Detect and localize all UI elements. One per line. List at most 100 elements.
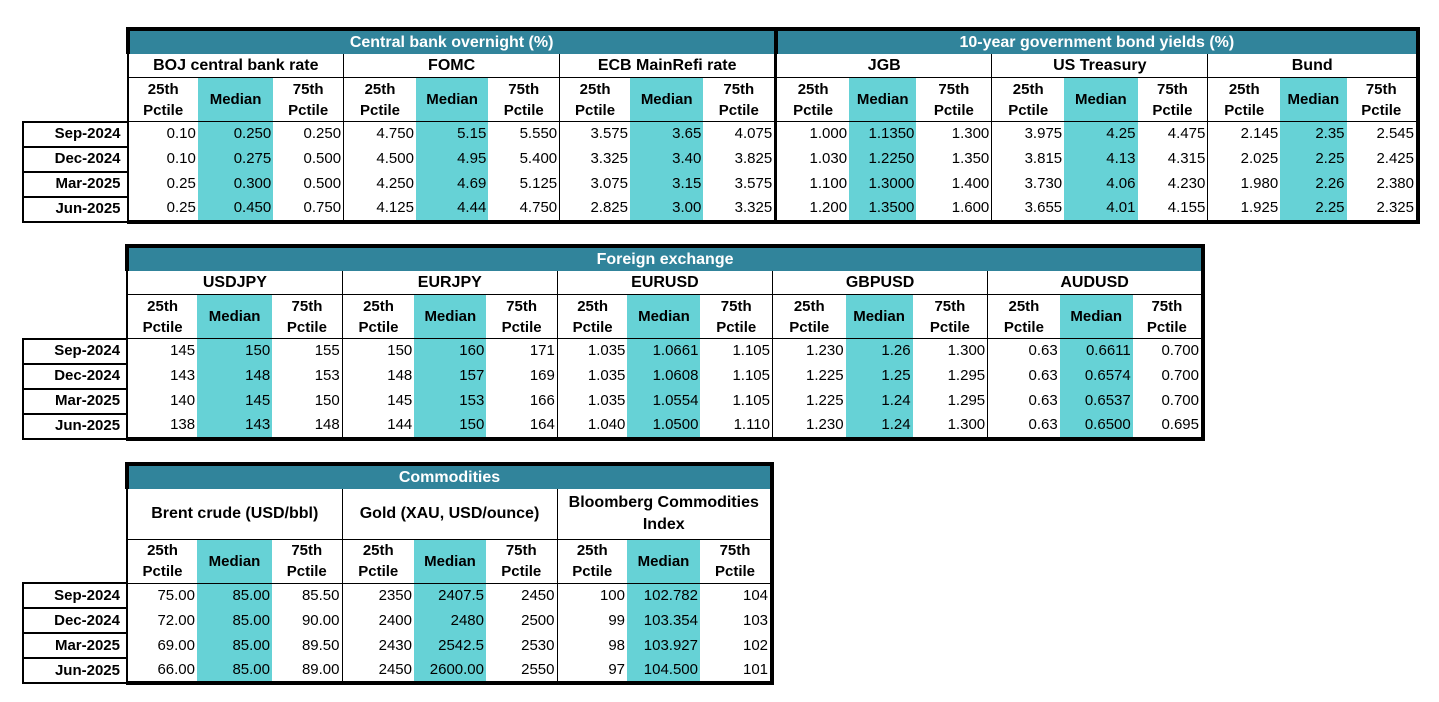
table-cell: 4.750 [343,121,416,147]
table-cell: 4.13 [1064,146,1138,172]
table-cell: 2430 [341,633,414,658]
table-cell: 1.0661 [627,338,701,364]
corner-cell [23,295,127,339]
corner-cell [23,54,128,78]
row-label: Mar-2025 [22,632,128,659]
table-cell: 145 [170,342,196,360]
table-cell: 3.655 [991,196,1065,224]
fx-section-title: Foreign exchange [125,244,1205,271]
table-cell: 66.00 [127,658,197,685]
table-cell: 0.6537 [1059,388,1133,414]
table-cell: 140 [170,392,196,409]
table-cell: 98 [556,633,627,658]
table-cell: 1.225 [771,363,846,389]
corner-cell [23,464,127,489]
subheader-p25: 25th Pctile [126,77,198,122]
subheader-p75: 75th Pctile [1137,77,1208,122]
table-cell: 5.125 [519,175,558,192]
table-cell: 153 [314,367,340,384]
table-cell: 4.075 [734,125,773,143]
table-cell: 2.145 [1207,121,1281,147]
table-cell: 3.65 [629,121,704,147]
table-cell: 0.450 [197,196,274,224]
subheader-median: Median [197,77,274,122]
table-cell: 1.030 [774,146,850,172]
subheader-p25: 25th Pctile [771,294,846,339]
table-cell: 1.300 [947,342,986,360]
table-cell: 1.1350 [849,121,917,147]
table-cell: 0.25 [166,175,196,192]
subheader-median: Median [414,294,487,339]
table-cell: 1.2250 [849,146,917,172]
table-cell: 85.00 [197,658,272,685]
table-cell: 4.95 [415,146,489,172]
subheader-p75: 75th Pctile [1132,294,1206,339]
row-label: Sep-2024 [22,120,129,148]
table-cell: 4.475 [1167,125,1206,143]
table-cell: 72.00 [157,611,195,629]
subheader-p75: 75th Pctile [486,539,557,584]
table-cell: 2450 [341,658,414,685]
rates-yields-table: Central bank overnight (%) 10-year gover… [22,27,1421,224]
table-cell: 4.01 [1064,196,1138,224]
table-cell: 0.63 [987,363,1060,389]
table-cell: 2.545 [1346,121,1421,147]
table-cell: 1.105 [732,342,770,360]
group-header-usdjpy: USDJPY [126,271,343,295]
central-bank-section-title: Central bank overnight (%) [125,27,778,54]
subheader-median: Median [629,77,704,122]
table-cell: 85.50 [301,586,340,604]
table-cell: 150 [414,413,487,441]
table-cell: 3.975 [991,121,1065,147]
table-cell: 1.000 [774,121,850,147]
table-cell: 2350 [341,583,414,608]
table-cell: 0.700 [1132,363,1206,389]
subheader-p25: 25th Pctile [1207,77,1281,122]
subheader-median: Median [627,539,700,584]
row-label: Sep-2024 [21,337,129,365]
subheader-p25: 25th Pctile [556,294,628,339]
subheader-p25: 25th Pctile [559,77,630,122]
table-cell: 0.700 [1132,338,1206,364]
table-cell: 1.200 [774,196,850,224]
subheader-median: Median [849,77,917,122]
table-cell: 1.040 [556,413,628,441]
table-cell: 3.575 [734,175,773,192]
table-cell: 0.10 [166,125,196,143]
table-cell: 1.300 [912,413,988,441]
table-cell: 0.25 [127,196,198,224]
table-cell: 0.250 [303,125,342,143]
table-cell: 2407.5 [414,583,486,608]
subheader-p75: 75th Pctile [912,294,988,339]
subheader-p25: 25th Pctile [341,539,414,584]
table-cell: 0.63 [987,338,1060,364]
table-cell: 89.00 [272,658,342,685]
table-cell: 0.10 [166,150,196,167]
table-cell: 1.230 [771,338,846,364]
table-cell: 5.550 [519,125,558,143]
subheader-median: Median [415,77,489,122]
table-cell: 5.15 [415,121,489,147]
subheader-p75: 75th Pctile [488,77,560,122]
subheader-p75: 75th Pctile [272,539,342,584]
table-cell: 103.927 [627,633,700,658]
table-cell: 85.00 [197,608,272,633]
table-cell: 85.00 [197,633,272,658]
table-cell: 150 [314,392,340,409]
group-header-boj-central-bank-rate: BOJ central bank rate [126,54,344,78]
table-cell: 144 [341,413,415,441]
subheader-p75: 75th Pctile [703,77,776,122]
table-cell: 4.25 [1064,121,1138,147]
subheader-p25: 25th Pctile [343,77,416,122]
table-cell: 3.325 [559,146,630,172]
group-header-ecb-mainrefi-rate: ECB MainRefi rate [559,54,776,78]
subheader-p75: 75th Pctile [700,539,775,584]
table-cell: 2.825 [559,196,630,224]
table-cell: 2400 [341,608,414,633]
table-cell: 100 [556,583,627,608]
table-cell: 143 [170,367,196,384]
group-header-bund: Bund [1207,54,1421,78]
subheader-p25: 25th Pctile [126,539,197,584]
table-cell: 4.44 [415,196,489,224]
table-cell: 0.63 [987,388,1060,414]
